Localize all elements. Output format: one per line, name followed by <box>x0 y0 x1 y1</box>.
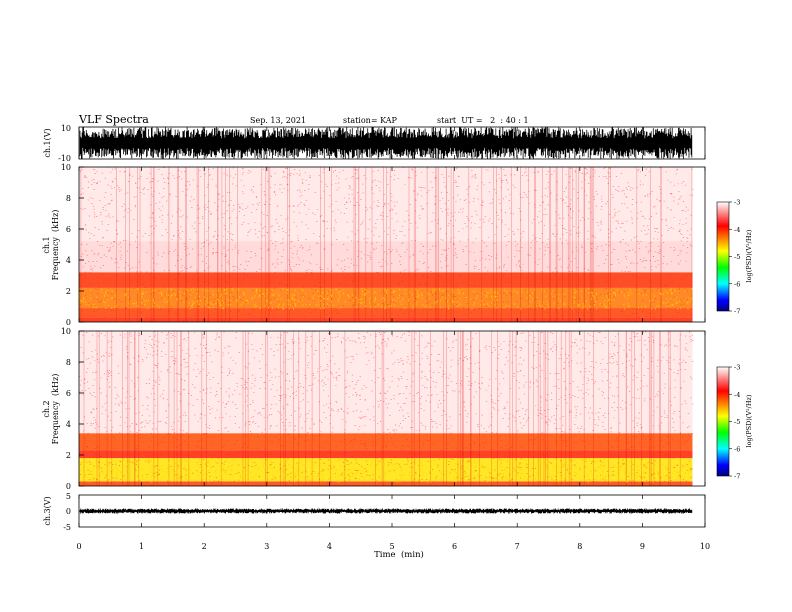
ch1-spectrogram-streaks <box>80 167 693 322</box>
time-tick-label-6: 6 <box>452 542 457 551</box>
ch1-colorbar-gradient <box>716 201 730 312</box>
ch3-ytick-bottom: -5 <box>63 523 71 532</box>
ch2-spectrogram-band-2 <box>79 450 693 459</box>
ch1-colorbar-tick-label-1: -4 <box>734 226 740 234</box>
ch2-colorbar-tick-label-3: -6 <box>734 445 740 453</box>
ch1-spectrogram-ytick-label-5: 10 <box>61 163 71 172</box>
ch1-ytick-bottom: -10 <box>58 154 71 163</box>
time-tick-label-2: 2 <box>202 542 207 551</box>
ch2-spectrogram-band-0 <box>79 481 693 486</box>
ch1-spectrogram-band-3 <box>79 272 693 288</box>
ch2-spectrogram-ytick-label-4: 8 <box>66 358 71 367</box>
ch2-colorbar-ticks: -3 -4 -5 -6 -7 <box>729 364 740 481</box>
ch1-spectrogram-peaks <box>78 288 693 310</box>
ch1-colorbar-label: log(PSD)(V²/Hz) <box>745 229 753 282</box>
ch2-spectrogram-cells <box>78 330 694 487</box>
time-tick-label-10: 10 <box>700 542 710 551</box>
ch2-freq-ticks: 0 2 4 6 8 10 <box>61 327 84 491</box>
time-axis-ticks: 0 1 2 3 4 5 6 7 8 9 10 <box>76 127 710 551</box>
ch1-spectrogram-band-5 <box>79 167 693 242</box>
time-tick-label-8: 8 <box>577 542 582 551</box>
ch2-spectrogram-ytick-label-3: 6 <box>66 389 71 398</box>
ch2-spectrogram-speckle <box>79 330 694 487</box>
ch2-spectrogram-panel: 0 2 4 6 8 10 ch.2 Frequency (kHz) <box>42 327 706 491</box>
ch1-spectrogram-band-0 <box>79 317 693 322</box>
figure-title: VLF Spectra <box>78 113 149 126</box>
ch1-colorbar-tick-label-4: -7 <box>734 308 740 316</box>
time-tick-label-5: 5 <box>389 542 394 551</box>
ch1-spectrogram-band-2 <box>79 287 693 309</box>
time-tick-label-0: 0 <box>76 542 81 551</box>
ch3-ytick-middle: 0 <box>66 507 71 516</box>
ch1-colorbar-ticks: -3 -4 -5 -6 -7 <box>729 199 740 316</box>
ch1-spectrogram-ytick-label-3: 6 <box>66 225 71 234</box>
station-label: station= KAP <box>343 116 398 125</box>
start-time-label: start UT = 2 : 40 : 1 <box>437 116 529 125</box>
ch1-spectrogram-ytick-label-2: 4 <box>66 256 71 265</box>
ch1-spectrogram-ytick-label-0: 0 <box>66 318 71 327</box>
ch1-spectrogram-band-1 <box>79 308 693 318</box>
ch2-colorbar-tick-label-1: -4 <box>734 391 740 399</box>
time-tick-label-7: 7 <box>515 542 520 551</box>
ch1-spectrogram-ytick-label-1: 2 <box>66 287 71 296</box>
ch1-colorbar-tick-label-2: -5 <box>734 253 740 261</box>
ch1-ylabel-frequency: Frequency (kHz) <box>51 210 60 281</box>
ch1-colorbar-tick-label-3: -6 <box>734 280 740 288</box>
ch2-spectrogram-streaks <box>83 331 681 486</box>
ch3-ylabel: ch.3(V) <box>43 496 52 525</box>
time-tick-label-3: 3 <box>264 542 269 551</box>
time-axis: 0 1 2 3 4 5 6 7 8 9 10 Time (min) <box>76 127 710 560</box>
date-label: Sep. 13, 2021 <box>250 116 306 125</box>
ch2-colorbar-tick-label-4: -7 <box>734 473 740 481</box>
ch1-ylabel-channel: ch.1 <box>42 236 51 253</box>
time-tick-label-4: 4 <box>327 542 332 551</box>
ch1-spectrogram-cells <box>78 166 694 323</box>
ch2-spectrogram-band-4 <box>79 331 693 434</box>
time-tick-label-1: 1 <box>139 542 144 551</box>
ch1-colorbar-tick-label-0: -3 <box>734 199 740 207</box>
ch1-waveform-line <box>79 127 693 159</box>
ch2-colorbar-label: log(PSD)(V²/Hz) <box>745 394 753 447</box>
ch2-colorbar-gradient <box>716 366 730 477</box>
ch1-colorbar: -3 -4 -5 -6 -7 log(PSD)(V²/Hz) <box>716 199 753 316</box>
ch2-spectrogram-ytick-label-0: 0 <box>66 482 71 491</box>
ch3-waveform-trace <box>79 508 693 514</box>
ch1-spectrogram-band-4 <box>79 241 693 273</box>
ch1-waveform-panel: 10 -10 ch.1(V) <box>43 124 706 163</box>
ch1-ylabel: ch.1(V) <box>43 128 52 157</box>
ch1-freq-ticks: 0 2 4 6 8 10 <box>61 163 84 327</box>
ch2-colorbar-tick-label-2: -5 <box>734 418 740 426</box>
ch1-spectrogram-ytick-label-4: 8 <box>66 194 71 203</box>
ch1-spectrogram-panel: 0 2 4 6 8 10 ch.1 Frequency (kHz) <box>42 163 706 327</box>
ch1-waveform-trace <box>79 127 693 159</box>
ch1-ytick-top: 10 <box>61 124 71 133</box>
ch3-waveform-panel: 5 0 -5 ch.3(V) <box>43 492 706 532</box>
time-tick-label-9: 9 <box>640 542 645 551</box>
ch3-ytick-top: 5 <box>66 492 71 501</box>
ch2-ylabel-frequency: Frequency (kHz) <box>51 374 60 445</box>
ch2-ylabel-channel: ch.2 <box>42 400 51 417</box>
ch2-colorbar: -3 -4 -5 -6 -7 log(PSD)(V²/Hz) <box>716 364 753 481</box>
ch2-spectrogram-band-3 <box>79 433 693 451</box>
time-axis-label: Time (min) <box>374 549 424 560</box>
ch3-waveform-line <box>79 508 693 514</box>
ch2-colorbar-tick-label-0: -3 <box>734 364 740 372</box>
ch2-spectrogram-ytick-label-1: 2 <box>66 451 71 460</box>
ch2-spectrogram-ytick-label-5: 10 <box>61 327 71 336</box>
ch2-spectrogram-ytick-label-2: 4 <box>66 420 71 429</box>
ch2-spectrogram-peaks <box>78 458 691 483</box>
